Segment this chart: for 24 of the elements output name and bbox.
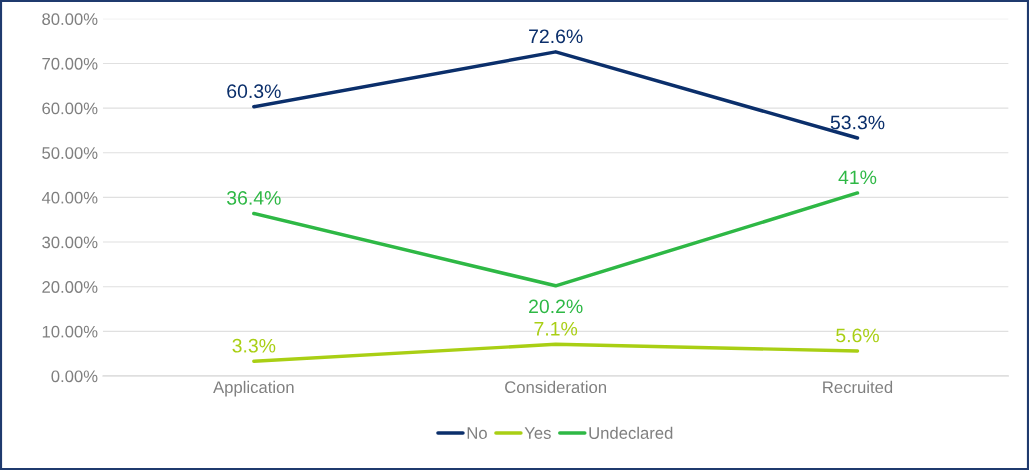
y-tick-label: 80.00% bbox=[42, 13, 98, 25]
x-tick-label: Recruited bbox=[823, 380, 893, 394]
y-tick-label: 30.00% bbox=[42, 236, 98, 249]
data-label: 36.4% bbox=[227, 191, 281, 205]
y-tick-label: 10.00% bbox=[42, 325, 98, 338]
data-label: 60.3% bbox=[227, 84, 281, 99]
legend-label: Undeclared bbox=[589, 426, 673, 439]
legend-label: No bbox=[467, 427, 487, 439]
y-tick-label: 0.00% bbox=[51, 370, 98, 383]
y-tick-label: 50.00% bbox=[42, 147, 98, 159]
y-tick-label: 40.00% bbox=[41, 191, 98, 204]
legend-label: Yes bbox=[524, 427, 551, 439]
data-label: 72.6% bbox=[529, 29, 583, 44]
data-label: 7.1% bbox=[534, 321, 578, 336]
y-tick-label: 60.00% bbox=[42, 102, 98, 115]
y-tick-label: 70.00% bbox=[42, 57, 98, 70]
data-label: 41% bbox=[838, 170, 877, 185]
data-label: 53.3% bbox=[830, 115, 885, 130]
x-tick-label: Consideration bbox=[505, 380, 606, 394]
data-label: 20.2% bbox=[529, 299, 583, 314]
x-tick-label: Application bbox=[213, 380, 294, 397]
data-label: 5.6% bbox=[836, 328, 879, 343]
y-tick-label: 20.00% bbox=[42, 281, 98, 293]
data-label: 3.3% bbox=[232, 338, 276, 353]
